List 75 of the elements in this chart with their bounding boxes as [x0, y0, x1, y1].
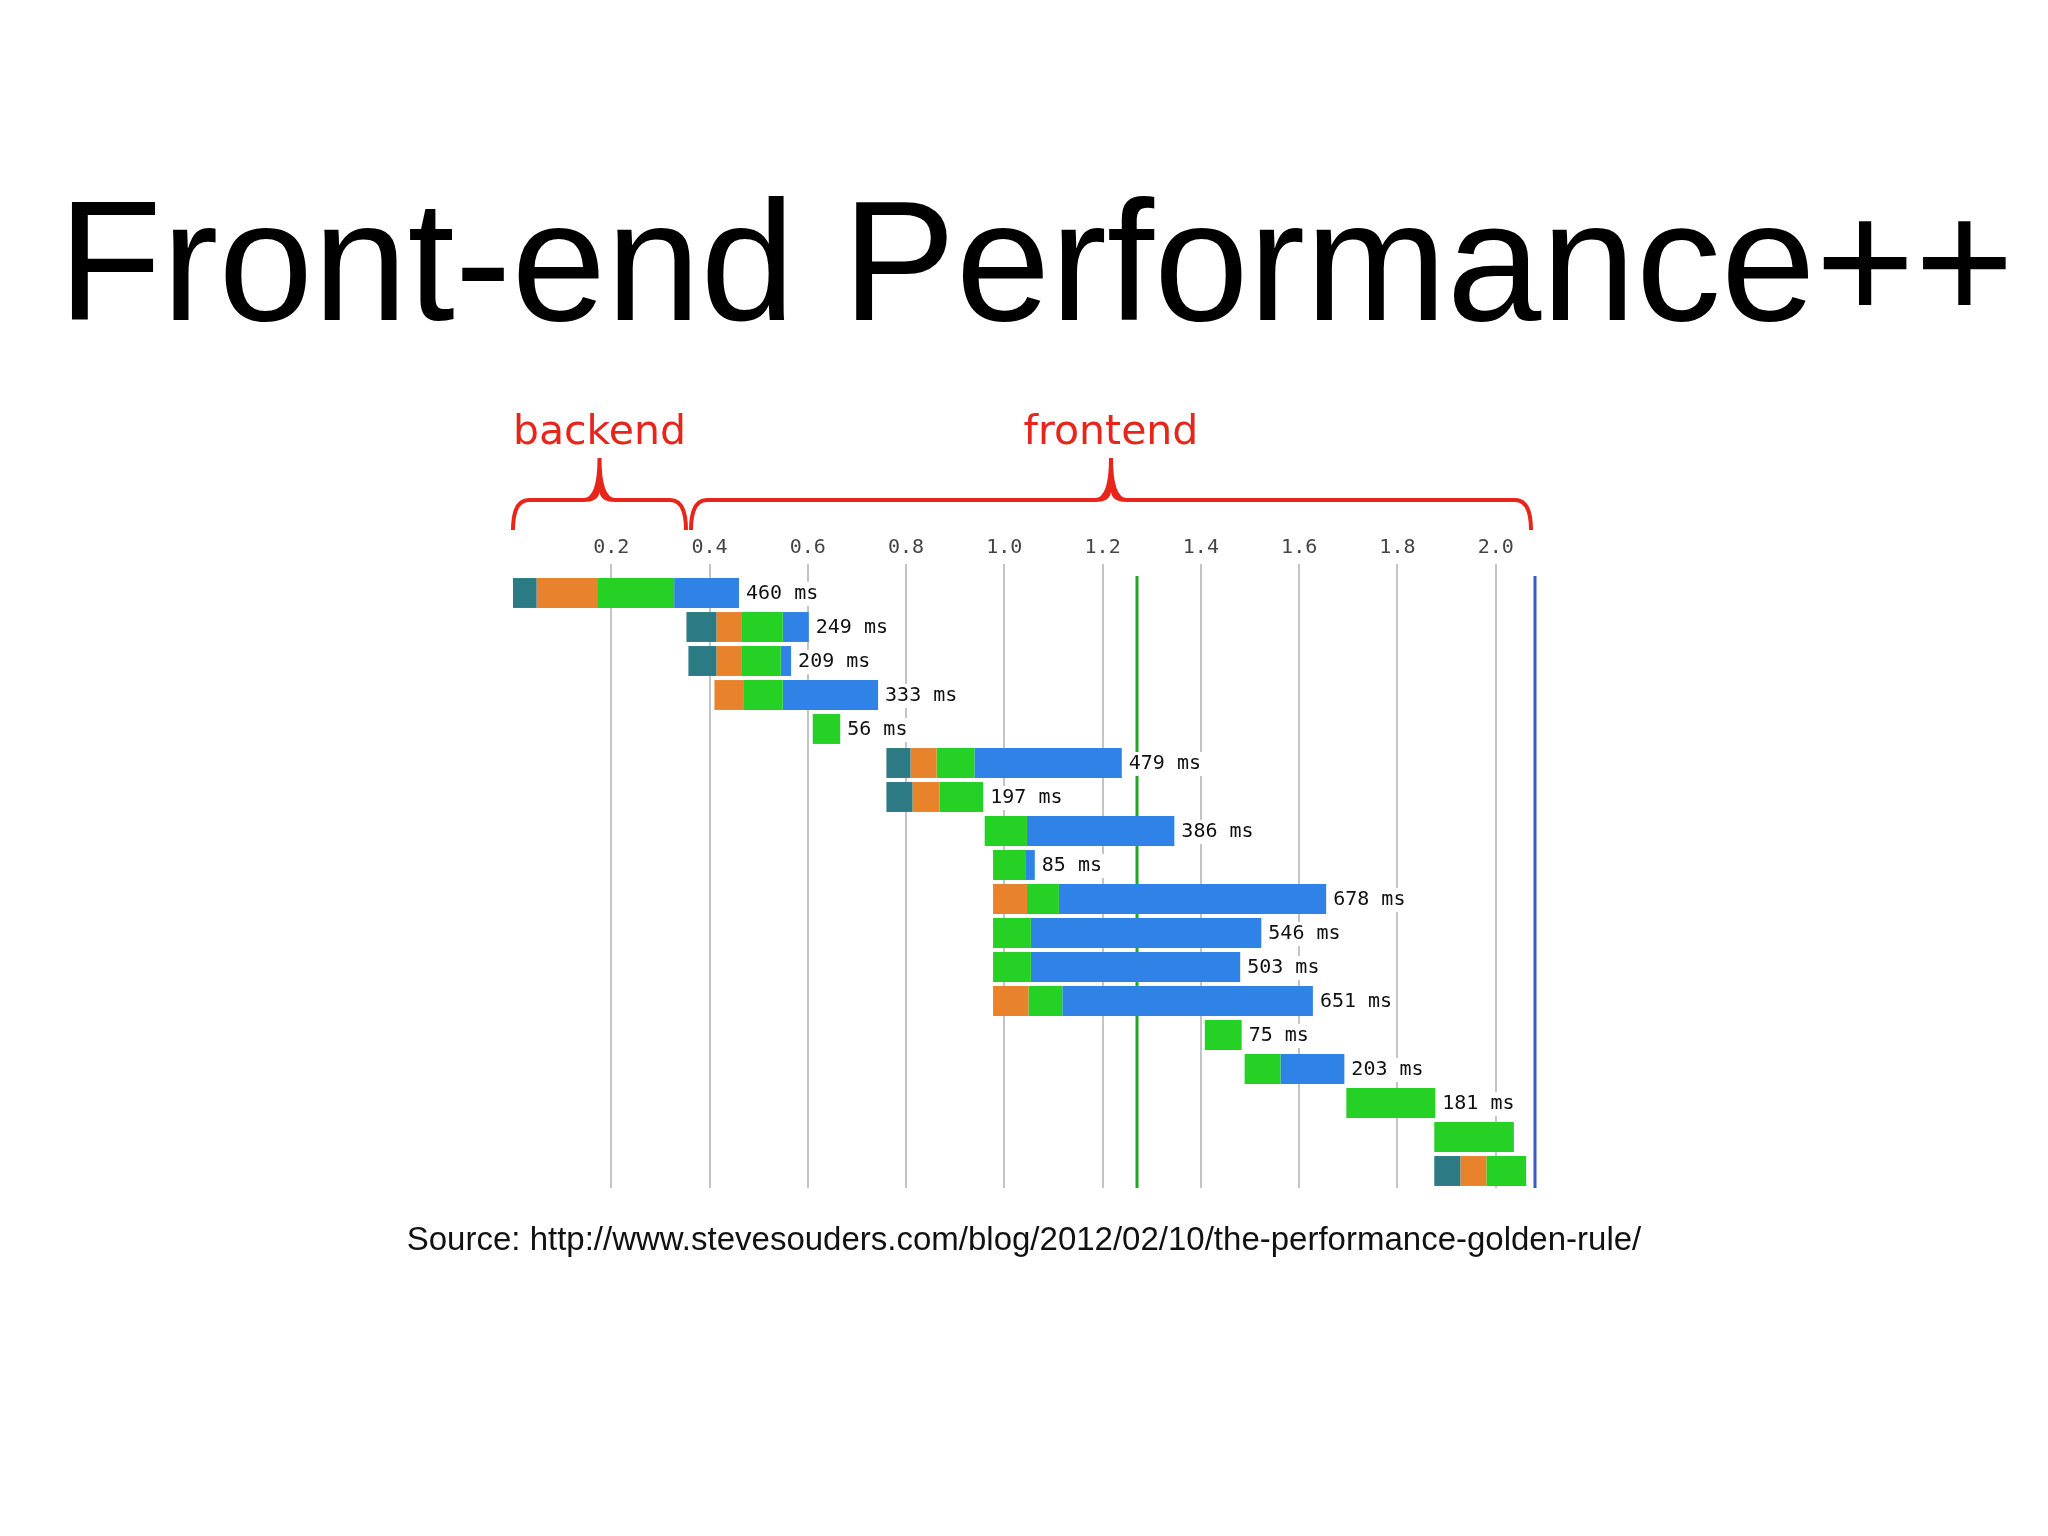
- bar: [1244, 1054, 1281, 1084]
- bar: [936, 748, 975, 778]
- total-label: 678 ms: [1333, 886, 1406, 911]
- bar: [782, 680, 879, 710]
- bar: [1028, 986, 1063, 1016]
- total-label: 85 ms: [1041, 852, 1103, 877]
- total-label: 386 ms: [1181, 818, 1254, 843]
- x-tick-label: 0.4: [691, 534, 728, 559]
- total-label: 209 ms: [798, 648, 871, 673]
- bar: [674, 578, 740, 608]
- total-label: 56 ms: [847, 716, 908, 741]
- x-tick-label: 1.4: [1182, 534, 1219, 559]
- x-tick-label: 1.2: [1084, 534, 1121, 559]
- bar: [910, 748, 937, 778]
- bar: [1460, 1156, 1487, 1186]
- bar: [1346, 1088, 1436, 1118]
- bar: [993, 986, 1029, 1016]
- bar: [1025, 850, 1035, 880]
- bar: [993, 850, 1026, 880]
- bar: [993, 884, 1027, 914]
- bar: [1026, 816, 1175, 846]
- bar: [782, 612, 809, 642]
- x-tick-label: 1.6: [1281, 534, 1318, 559]
- bar: [993, 918, 1031, 948]
- x-tick-label: 0.2: [593, 534, 630, 559]
- bar: [974, 748, 1122, 778]
- total-label: 75 ms: [1248, 1022, 1309, 1047]
- bar: [886, 748, 911, 778]
- bar: [513, 578, 537, 608]
- x-tick-label: 1.0: [986, 534, 1023, 559]
- bar: [598, 578, 675, 608]
- bar: [812, 714, 841, 744]
- bar: [741, 646, 781, 676]
- bar: [1434, 1122, 1514, 1152]
- bar: [716, 612, 742, 642]
- bar: [1486, 1156, 1527, 1186]
- x-tick-label: 2.0: [1477, 534, 1514, 559]
- x-tick-label: 1.8: [1379, 534, 1416, 559]
- bar: [1062, 986, 1313, 1016]
- bar: [1026, 884, 1059, 914]
- bar: [743, 680, 783, 710]
- total-label: 479 ms: [1128, 750, 1202, 775]
- source-note: Source: http://www.stevesouders.com/blog/2012/02/10/the-performance-golden-rule/: [405, 1219, 1643, 1259]
- bar: [993, 952, 1031, 982]
- text: frontend: [1022, 406, 1200, 454]
- x-tick-label: 0.6: [789, 534, 826, 559]
- total-label: 197 ms: [990, 784, 1063, 809]
- bar: [912, 782, 940, 812]
- total-label: 546 ms: [1268, 920, 1341, 945]
- chart-title: Front-end Performance++: [57, 166, 2015, 356]
- bar: [741, 612, 783, 642]
- total-label: 249 ms: [815, 614, 889, 639]
- total-label: 333 ms: [885, 682, 958, 707]
- total-label: 460 ms: [746, 580, 819, 605]
- bar: [714, 680, 744, 710]
- text: backend: [511, 406, 688, 454]
- total-label: 203 ms: [1351, 1056, 1424, 1081]
- bar: [716, 646, 742, 676]
- x-tick-label: 0.8: [888, 534, 925, 559]
- bar: [886, 782, 913, 812]
- total-label: 651 ms: [1319, 988, 1393, 1013]
- bar: [536, 578, 598, 608]
- bar: [939, 782, 984, 812]
- total-label: 181 ms: [1442, 1090, 1515, 1115]
- bar: [1030, 952, 1241, 982]
- bar: [688, 646, 717, 676]
- bar: [780, 646, 792, 676]
- bar: [1280, 1054, 1345, 1084]
- bar: [1204, 1020, 1242, 1050]
- bar: [984, 816, 1027, 846]
- total-label: 503 ms: [1247, 954, 1320, 979]
- bar: [1058, 884, 1327, 914]
- bar: [686, 612, 717, 642]
- bar: [1434, 1156, 1461, 1186]
- bar: [1030, 918, 1262, 948]
